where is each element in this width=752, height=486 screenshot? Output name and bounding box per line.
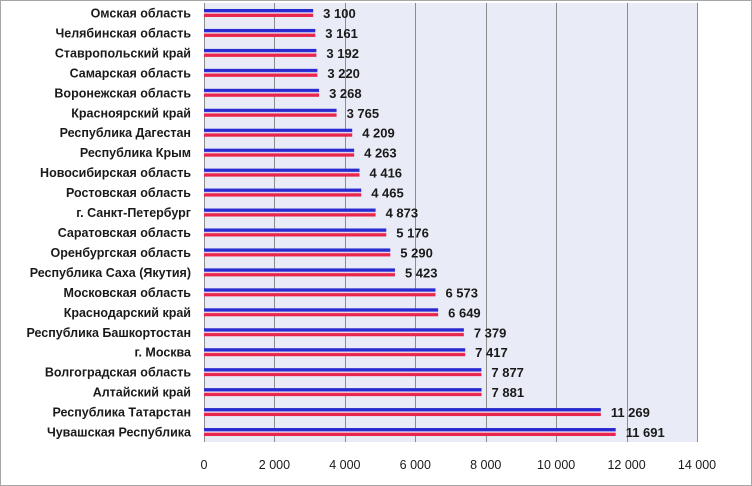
category-label: Чувашская Республика (47, 426, 192, 440)
category-label: Самарская область (70, 66, 192, 80)
value-label: 4 416 (370, 166, 403, 181)
bar-13 (204, 268, 395, 277)
bar-11 (204, 228, 387, 237)
bar-10 (204, 208, 376, 217)
value-label: 3 100 (323, 6, 356, 21)
bar-7 (204, 148, 355, 157)
value-label: 3 192 (326, 46, 359, 61)
category-label: Краснодарский край (64, 306, 191, 320)
category-label: Красноярский край (71, 106, 191, 120)
bar-14 (204, 288, 436, 297)
value-label: 3 765 (347, 106, 380, 121)
x-tick-label: 4 000 (329, 458, 360, 472)
category-label: г. Москва (135, 346, 193, 360)
category-label: Воронежская область (54, 86, 191, 100)
value-label: 5 423 (405, 265, 438, 280)
bar-15 (204, 308, 439, 317)
value-label: 11 269 (611, 405, 650, 420)
x-tick-label: 6 000 (400, 458, 431, 472)
bar-1 (204, 28, 316, 37)
category-label: Алтайский край (93, 386, 191, 400)
category-label: Новосибирская область (40, 166, 191, 180)
category-label: Республика Крым (80, 146, 191, 160)
bar-20 (204, 408, 601, 417)
value-label: 7 379 (474, 325, 507, 340)
category-label: Оренбургская область (50, 246, 191, 260)
x-axis-ticks: 0 2 000 4 000 6 000 8 000 10 000 12 000 14 000 (201, 458, 717, 472)
category-label: Республика Башкортостан (26, 326, 191, 340)
x-tick-label: 12 000 (607, 458, 645, 472)
bar-16 (204, 328, 464, 337)
value-label: 4 465 (371, 186, 404, 201)
x-tick-label: 8 000 (470, 458, 501, 472)
bar-17 (204, 348, 466, 357)
value-label: 7 877 (491, 365, 524, 380)
x-tick-label: 0 (201, 458, 208, 472)
bar-6 (204, 128, 353, 137)
category-label: Ставропольский край (55, 46, 191, 60)
category-label: Республика Дагестан (60, 126, 191, 140)
bar-9 (204, 188, 362, 197)
value-label: 5 176 (396, 225, 429, 240)
bars (204, 8, 616, 437)
bar-4 (204, 88, 320, 97)
category-label: Республика Саха (Якутия) (30, 266, 191, 280)
x-tick-label: 2 000 (259, 458, 290, 472)
value-label: 3 220 (327, 66, 360, 81)
x-tick-label: 10 000 (537, 458, 575, 472)
category-label: Челябинская область (55, 26, 191, 40)
category-label: Омская область (91, 6, 192, 20)
value-label: 3 268 (329, 86, 362, 101)
x-tick-label: 14 000 (678, 458, 716, 472)
category-label: Ростовская область (66, 186, 191, 200)
value-label: 4 873 (386, 206, 419, 221)
value-label: 7 881 (492, 385, 525, 400)
category-label: Республика Татарстан (52, 406, 191, 420)
bar-3 (204, 68, 318, 77)
bar-8 (204, 168, 360, 177)
bar-0 (204, 8, 314, 17)
bar-12 (204, 248, 391, 257)
value-label: 4 263 (364, 146, 397, 161)
value-label: 3 161 (325, 26, 358, 41)
category-label: Московская область (63, 286, 191, 300)
category-label: Саратовская область (58, 226, 192, 240)
value-label: 7 417 (475, 345, 508, 360)
bar-19 (204, 388, 482, 397)
bar-5 (204, 108, 337, 117)
bar-2 (204, 48, 317, 57)
value-labels: 3 100 3 161 3 192 3 220 3 268 3 765 4 209 4 263… (323, 6, 665, 440)
value-label: 11 691 (626, 425, 665, 440)
category-label: г. Санкт-Петербург (76, 206, 191, 220)
category-labels: Омская область Челябинская область Ставроп… (26, 6, 192, 439)
bar-21 (204, 428, 616, 437)
bar-18 (204, 368, 482, 377)
value-label: 6 573 (445, 285, 478, 300)
value-label: 5 290 (400, 245, 433, 260)
value-label: 6 649 (448, 305, 481, 320)
category-label: Волгоградская область (45, 366, 191, 380)
value-label: 4 209 (362, 126, 395, 141)
